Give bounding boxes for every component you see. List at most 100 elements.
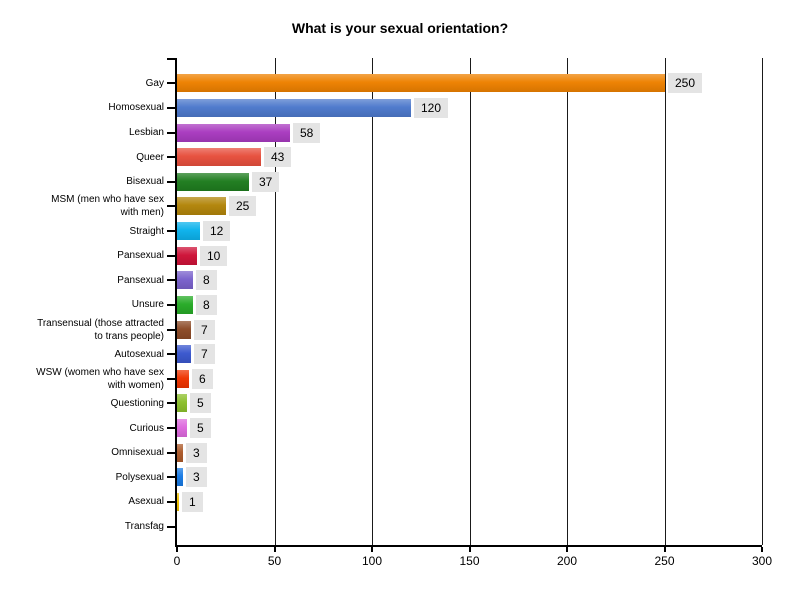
bar-rows: Gay 250 Homosexual 120 Lesbian 58 Queer 43 Bisex… (36, 58, 762, 545)
value-label: 7 (194, 344, 215, 365)
value-label: 37 (252, 171, 280, 192)
value-label: 6 (192, 368, 213, 389)
bar (177, 295, 193, 314)
value-label: 120 (414, 97, 449, 118)
bar-row: Lesbian 58 (129, 120, 762, 145)
x-axis-label-100: 100 (361, 554, 383, 568)
value-label: 58 (293, 122, 321, 143)
bar (177, 394, 187, 413)
bar (177, 98, 411, 117)
category-tick (167, 279, 177, 282)
bar-row: Autosexual 7 (115, 342, 762, 367)
category-tick (167, 106, 177, 109)
value-label: 5 (190, 418, 211, 439)
value-label: 1 (182, 491, 203, 512)
plot-area: Gay 250 Homosexual 120 Lesbian 58 Queer 43 Bisex… (36, 58, 772, 568)
gridline-300 (762, 58, 763, 545)
value-label: 3 (186, 442, 207, 463)
value-label: 43 (264, 147, 292, 168)
bar (177, 172, 249, 191)
category-tick (167, 476, 177, 479)
category-label: Pansexual (117, 250, 164, 262)
x-axis-label-200: 200 (556, 554, 578, 568)
bar (177, 492, 179, 511)
x-axis-tick-150 (468, 547, 471, 552)
bar-row: Unsure 8 (132, 293, 762, 318)
category-tick (167, 230, 177, 233)
x-axis-tick-50 (273, 547, 276, 552)
x-axis-label-250: 250 (654, 554, 675, 568)
bar-row: Curious 5 (130, 416, 762, 441)
category-label: Asexual (128, 496, 164, 508)
category-tick (167, 525, 177, 528)
category-tick (167, 353, 177, 356)
x-axis-tick-300 (761, 547, 763, 552)
bar (177, 148, 261, 167)
category-label: Queer (136, 151, 164, 163)
bar-row: Questioning 5 (111, 391, 762, 416)
category-tick (167, 451, 177, 454)
category-label: Autosexual (114, 348, 164, 360)
category-label: Curious (129, 422, 164, 434)
y-axis-top-tick (167, 58, 177, 60)
category-tick (167, 377, 177, 380)
bar (177, 74, 665, 93)
category-label: Lesbian (128, 127, 164, 139)
value-label: 8 (196, 294, 217, 315)
bar (177, 197, 226, 216)
value-label: 3 (186, 467, 207, 488)
category-tick (167, 205, 177, 208)
bar-row: Asexual 1 (128, 490, 762, 515)
bar (177, 345, 191, 364)
x-axis-tick-0 (176, 547, 178, 552)
bar-row: Pansexual 8 (117, 268, 762, 293)
bar (177, 246, 197, 265)
category-label: Straight (129, 225, 164, 237)
bar-row: WSW (women who have sex with women) 6 (36, 367, 762, 392)
bar (177, 468, 183, 487)
bar-row: Polysexual 3 (116, 465, 762, 490)
bar (177, 271, 193, 290)
bar (177, 123, 290, 142)
category-tick (167, 254, 177, 257)
x-axis-label-300: 300 (751, 554, 773, 568)
bar-row: Omnisexual 3 (111, 440, 762, 465)
bar-row: Queer 43 (136, 145, 762, 170)
category-tick (167, 500, 177, 503)
x-axis-label-0: 0 (173, 554, 181, 568)
value-label: 25 (229, 196, 257, 217)
bar-row: Transensual (those attracted to trans pe… (37, 317, 762, 342)
value-label: 12 (203, 221, 231, 242)
x-axis-label-50: 50 (267, 554, 282, 568)
x-axis-label-150: 150 (459, 554, 480, 568)
value-label: 8 (196, 270, 217, 291)
bar (177, 320, 191, 339)
category-tick (167, 82, 177, 85)
value-label: 10 (200, 245, 228, 266)
gridline-200 (567, 58, 568, 545)
category-label: Transensual (those attracted to trans pe… (37, 317, 164, 342)
gridline-50 (274, 58, 276, 545)
category-tick (167, 131, 177, 134)
chart-title: What is your sexual orientation? (291, 20, 509, 36)
bar-row: Homosexual 120 (108, 96, 762, 121)
bar (177, 369, 189, 388)
value-label: 5 (190, 393, 211, 414)
category-label: Gay (145, 77, 164, 89)
gridline-150 (469, 58, 471, 545)
category-label: WSW (women who have sex with women) (36, 366, 164, 391)
value-label: 7 (194, 319, 215, 340)
category-label: MSM (men who have sex with men) (51, 194, 164, 219)
category-label: Pansexual (117, 274, 164, 286)
bar-row: Straight 12 (130, 219, 762, 244)
category-tick (167, 402, 177, 405)
bar (177, 419, 187, 438)
bar (177, 222, 200, 241)
x-axis-tick-250 (663, 547, 666, 552)
bar-row: MSM (men who have sex with men) 25 (51, 194, 762, 219)
category-label: Omnisexual (111, 447, 164, 459)
bar-row: Gay 250 (146, 71, 762, 96)
x-axis-tick-100 (371, 547, 373, 552)
category-tick (167, 303, 177, 306)
